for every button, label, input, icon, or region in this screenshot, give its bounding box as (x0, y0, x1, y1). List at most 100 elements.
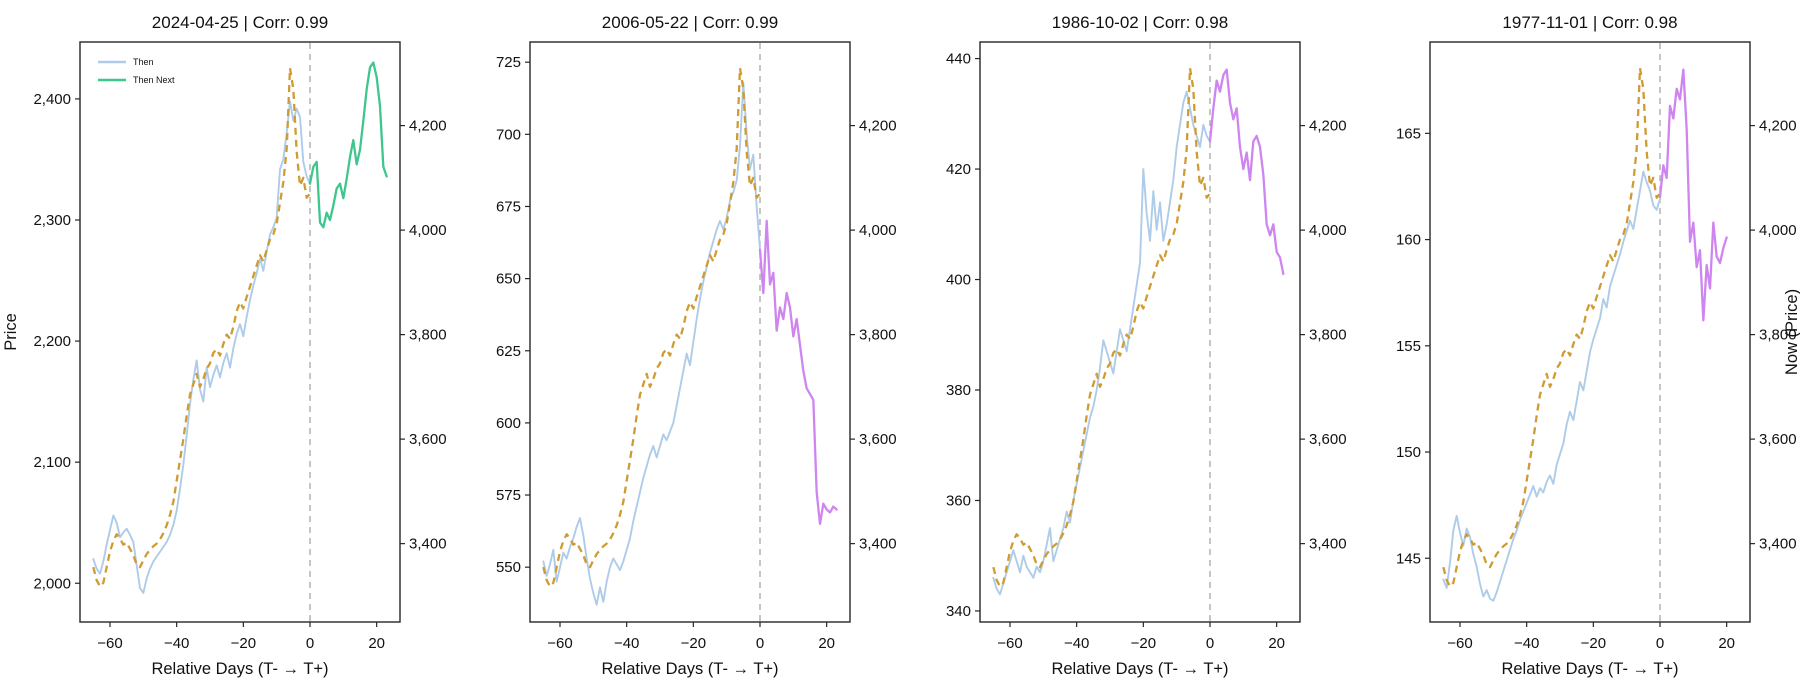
left-tick-label: 160 (1396, 232, 1421, 249)
left-tick-label: 380 (946, 382, 971, 399)
chart-svg-2: 2006-05-22 | Corr: 0.99 550 575 600 625 650 67… (496, 13, 897, 678)
right-tick-label: 3,600 (1759, 431, 1797, 448)
left-tick-label: 360 (946, 492, 971, 509)
x-tick-label: 0 (756, 635, 764, 652)
plot-border (1429, 41, 1751, 623)
x-tick-label: 0 (1206, 635, 1214, 652)
left-tick-label: 2,300 (33, 212, 71, 229)
right-tick-label: 4,000 (1309, 222, 1347, 239)
left-tick-label: 700 (496, 126, 521, 143)
now-line (92, 66, 311, 588)
then-next-line (308, 61, 388, 229)
right-axis: 3,400 3,600 3,800 4,000 4,200 (850, 118, 897, 553)
left-tick-label: 150 (1396, 444, 1421, 461)
right-tick-label: 3,600 (859, 431, 897, 448)
left-tick-label: 420 (946, 161, 971, 178)
y-axis-label-now-price: Now (Price) (1783, 289, 1800, 375)
y-axis-label-price: Price (2, 313, 20, 351)
right-axis: 3,400 3,600 3,800 4,000 4,200 (1300, 118, 1347, 553)
x-axis: −60 −40 −20 0 20 (1447, 622, 1735, 652)
x-tick-label: −20 (1581, 635, 1606, 652)
left-axis: 145 150 155 160 165 (1396, 125, 1430, 567)
left-tick-label: 600 (496, 415, 521, 432)
x-tick-label: −40 (1514, 635, 1539, 652)
left-axis: 340 360 380 400 420 440 (946, 51, 980, 620)
then-next-line (1208, 68, 1285, 276)
left-tick-label: 650 (496, 271, 521, 288)
right-tick-label: 3,400 (1309, 536, 1347, 553)
right-tick-label: 4,200 (409, 118, 447, 135)
x-tick-label: 20 (1268, 635, 1285, 652)
left-tick-label: 2,000 (33, 575, 71, 592)
now-line (1442, 66, 1661, 588)
right-axis: 3,400 3,600 3,800 4,000 4,200 (1750, 118, 1797, 553)
then-line (542, 81, 761, 606)
then-next-line (758, 219, 838, 526)
left-tick-label: 155 (1396, 338, 1421, 355)
plot-border (79, 41, 401, 623)
left-tick-label: 625 (496, 343, 521, 360)
right-tick-label: 3,800 (409, 327, 447, 344)
x-axis-label: Relative Days (T- → T+) (151, 660, 328, 678)
now-line (992, 66, 1211, 588)
left-tick-label: 550 (496, 559, 521, 576)
chart-title: 1986-10-02 | Corr: 0.98 (1052, 13, 1228, 32)
x-axis: −60 −40 −20 0 20 (97, 622, 385, 652)
x-tick-label: −40 (1064, 635, 1089, 652)
left-tick-label: 725 (496, 54, 521, 71)
then-line (92, 100, 311, 594)
right-tick-label: 3,400 (1759, 536, 1797, 553)
then-next-line (1658, 68, 1728, 322)
x-axis-label: Relative Days (T- → T+) (601, 660, 778, 678)
x-tick-label: 20 (818, 635, 835, 652)
then-line (992, 90, 1211, 596)
left-tick-label: 440 (946, 51, 971, 68)
x-tick-label: 20 (368, 635, 385, 652)
x-tick-label: 0 (1656, 635, 1664, 652)
right-tick-label: 4,200 (859, 118, 897, 135)
legend-label: Then (133, 57, 154, 67)
plot-border (529, 41, 851, 623)
x-tick-label: −20 (681, 635, 706, 652)
x-tick-label: −40 (614, 635, 639, 652)
right-tick-label: 3,400 (409, 536, 447, 553)
right-tick-label: 3,800 (1309, 327, 1347, 344)
chart-svg-3: 1986-10-02 | Corr: 0.98 340 360 380 400 420 44… (946, 13, 1347, 678)
then-line (1442, 170, 1661, 602)
chart-title: 1977-11-01 | Corr: 0.98 (1502, 13, 1677, 32)
x-tick-label: −60 (1447, 635, 1472, 652)
left-axis: 550 575 600 625 650 675 700 725 (496, 54, 530, 576)
chart-panel-2: 2006-05-22 | Corr: 0.99 550 575 600 625 650 67… (450, 0, 900, 699)
plot-border (979, 41, 1301, 623)
x-tick-label: −20 (1131, 635, 1156, 652)
left-tick-label: 675 (496, 198, 521, 215)
right-tick-label: 3,600 (1309, 431, 1347, 448)
left-tick-label: 165 (1396, 125, 1421, 142)
left-tick-label: 575 (496, 487, 521, 504)
right-axis: 3,400 3,600 3,800 4,000 4,200 (400, 118, 447, 553)
x-tick-label: 0 (306, 635, 314, 652)
right-tick-label: 3,400 (859, 536, 897, 553)
x-tick-label: 20 (1718, 635, 1735, 652)
x-tick-label: −60 (547, 635, 572, 652)
right-tick-label: 4,200 (1309, 118, 1347, 135)
chart-title: 2024-04-25 | Corr: 0.99 (152, 13, 328, 32)
x-axis-label: Relative Days (T- → T+) (1051, 660, 1228, 678)
left-tick-label: 2,100 (33, 454, 71, 471)
x-tick-label: −60 (997, 635, 1022, 652)
right-tick-label: 3,800 (859, 327, 897, 344)
right-tick-label: 3,800 (1759, 327, 1797, 344)
right-tick-label: 4,000 (1759, 222, 1797, 239)
right-tick-label: 4,000 (859, 222, 897, 239)
legend-label: Then Next (133, 75, 175, 85)
left-tick-label: 2,400 (33, 91, 71, 108)
x-axis: −60 −40 −20 0 20 (997, 622, 1285, 652)
chart-panel-4: 1977-11-01 | Corr: 0.98 145 150 155 160 165 3,… (1350, 0, 1800, 699)
legend: Then Then Next (98, 57, 175, 85)
right-tick-label: 3,600 (409, 431, 447, 448)
left-axis: 2,000 2,100 2,200 2,300 2,400 (33, 91, 80, 592)
left-tick-label: 2,200 (33, 333, 71, 350)
right-tick-label: 4,000 (409, 222, 447, 239)
x-axis-label: Relative Days (T- → T+) (1501, 660, 1678, 678)
right-tick-label: 4,200 (1759, 118, 1797, 135)
